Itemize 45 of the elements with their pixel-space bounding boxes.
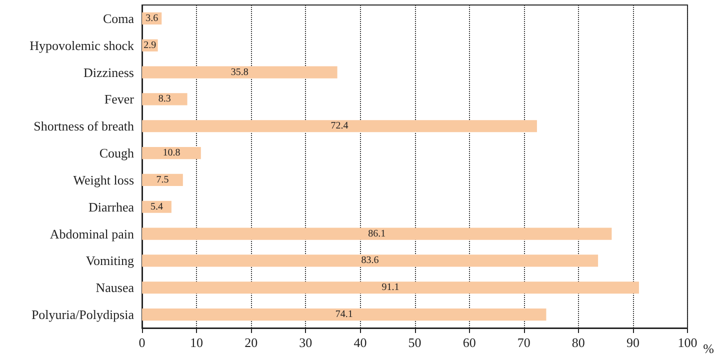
data-label: 5.4 (150, 201, 163, 212)
data-label: 72.4 (330, 120, 348, 132)
y-tick-label: Cough (99, 146, 134, 161)
bar (142, 174, 183, 186)
data-label: 10.8 (162, 148, 180, 159)
data-label: 91.1 (382, 282, 400, 294)
data-label: 2.9 (144, 40, 156, 51)
data-label: 35.8 (230, 66, 248, 78)
y-tick-label: Diarrhea (88, 199, 134, 214)
x-tick-label: 30 (299, 335, 312, 350)
x-tick-label: 50 (408, 335, 422, 350)
bar (142, 66, 338, 78)
x-tick-label: 90 (626, 335, 640, 350)
y-tick-label: Nausea (96, 280, 134, 296)
bar (142, 254, 598, 267)
x-tick-label: 80 (572, 335, 585, 350)
x-tick-label: 40 (354, 335, 367, 350)
y-tick-label: Polyuria/Polydipsia (31, 307, 134, 322)
data-label: 74.1 (335, 309, 353, 320)
y-tick-label: Shortness of breath (34, 118, 134, 134)
data-label: 7.5 (156, 174, 169, 186)
bar (142, 146, 201, 160)
bar (142, 120, 537, 132)
y-tick-label: Abdominal pain (50, 226, 134, 242)
y-tick-label: Vomiting (86, 253, 134, 268)
x-tick-label: 60 (462, 335, 476, 350)
data-label: 83.6 (361, 255, 379, 266)
x-tick-label: 20 (244, 335, 258, 350)
y-tick-label: Weight loss (73, 172, 134, 188)
y-tick-label: Dizziness (83, 64, 134, 80)
x-tick-label: 0 (138, 335, 146, 350)
data-label: 8.3 (158, 94, 171, 105)
y-tick-label: Hypovolemic shock (30, 38, 134, 53)
x-tick-label: 10 (190, 335, 204, 350)
y-tick-label: Coma (102, 10, 134, 26)
x-tick-label: 100 (678, 335, 698, 350)
bar (142, 282, 639, 294)
data-label: 86.1 (368, 228, 386, 240)
bar (142, 308, 546, 321)
y-tick-label: Fever (104, 92, 135, 107)
bar (142, 228, 612, 240)
data-label: 3.6 (146, 12, 158, 24)
bar (142, 93, 188, 106)
x-tick-label: 70 (517, 335, 530, 350)
x-axis-title: % (703, 341, 714, 355)
